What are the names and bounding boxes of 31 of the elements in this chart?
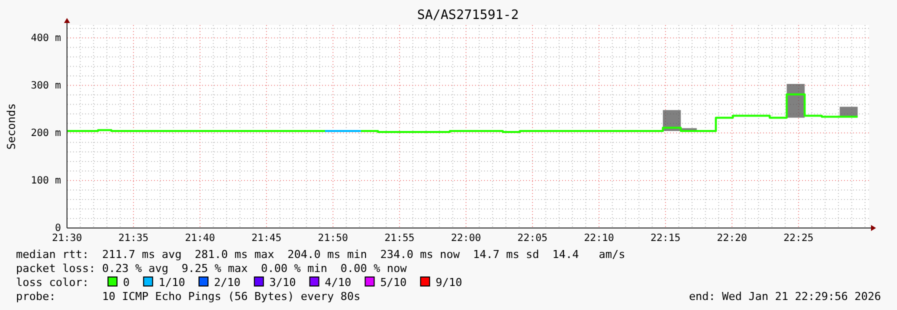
x-tick-label: 22:00 (450, 233, 482, 244)
legend-label: 0 (123, 276, 130, 289)
legend-label: 1/10 (158, 276, 186, 289)
y-tick-label: 100 m (30, 175, 61, 186)
y-tick-label: 300 m (30, 80, 61, 92)
x-tick-label: 21:40 (184, 233, 216, 244)
x-tick-label: 21:45 (251, 233, 282, 244)
legend-label: 2/10 (214, 276, 240, 289)
chart-title: SA/AS271591-2 (417, 8, 519, 23)
x-tick-label: 21:30 (52, 233, 82, 244)
text: end: Wed Jan 21 22:29:56 2026 (688, 290, 881, 303)
legend-label: 4/10 (324, 276, 352, 289)
y-tick-label: 200 m (30, 128, 61, 139)
y-axis-title: Seconds (5, 103, 18, 150)
legend-label: 3/10 (269, 276, 296, 289)
y-tick-label: 400 m (30, 32, 61, 44)
legend-title: loss color: (16, 276, 89, 289)
x-tick-label: 21:35 (118, 233, 149, 244)
y-tick-label: 0 (54, 223, 61, 234)
legend-label: 5/10 (380, 276, 407, 289)
x-tick-label: 21:50 (318, 233, 348, 244)
x-tick-label: 22:25 (783, 233, 814, 244)
x-tick-label: 21:55 (384, 233, 415, 244)
x-tick-label: 22:05 (517, 233, 548, 244)
x-tick-label: 22:15 (650, 233, 681, 244)
x-tick-label: 22:10 (584, 233, 614, 244)
text: median rtt: 211.7 ms avg 281.0 ms max 204.0 ms min 234.0 ms now 14.7 ms sd 14.4 am/s (16, 248, 626, 261)
text: probe: 10 ICMP Echo Pings (56 Bytes) every 80s (16, 290, 360, 303)
x-tick-label: 22:20 (716, 233, 748, 244)
text: packet loss: 0.23 % avg 9.25 % max 0.00 % min 0.00 % now (16, 262, 408, 275)
legend-label: 9/10 (436, 276, 462, 289)
